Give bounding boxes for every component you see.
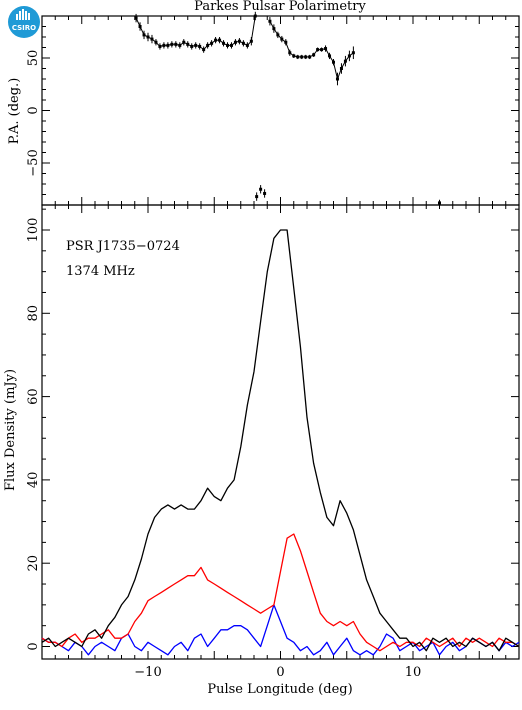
bottom-y-tick-label: 100: [26, 218, 41, 243]
total-intensity-line: [41, 229, 520, 652]
profile-lines: [41, 229, 520, 656]
pa-trace: [135, 15, 256, 51]
pa-point: [438, 201, 441, 205]
top-panel-frame: [41, 15, 520, 206]
x-tick-label: −10: [134, 665, 161, 680]
pa-point: [255, 195, 259, 199]
bottom-y-tick-label: 80: [26, 305, 41, 322]
tick-labels: −50 0 50 0 20 40 60 80 100 −10 0 10: [26, 50, 421, 680]
pa-point: [253, 14, 257, 18]
linear-polarization-line: [41, 533, 520, 652]
position-angle-points: [134, 11, 441, 207]
top-y-tick-label: 50: [26, 50, 41, 67]
tick-marks: [41, 16, 520, 659]
bottom-y-tick-label: 60: [26, 388, 41, 405]
pa-point: [134, 16, 138, 20]
x-tick-label: 0: [276, 665, 284, 680]
figure-title: Parkes Pulsar Polarimetry: [194, 0, 366, 14]
csiro-logo: CSIRO: [8, 6, 40, 38]
pulsar-name-annotation: PSR J1735−0724: [66, 239, 180, 254]
circular-polarization-line: [41, 604, 520, 656]
bottom-y-tick-label: 40: [26, 472, 41, 489]
pa-point: [268, 19, 272, 23]
csiro-logo-text: CSIRO: [12, 24, 36, 32]
bottom-y-axis-label: Flux Density (mJy): [3, 369, 18, 491]
pa-point: [263, 191, 267, 195]
pa-trace: [269, 21, 354, 81]
bottom-y-tick-label: 20: [26, 555, 41, 572]
bottom-y-tick-label: 0: [26, 642, 41, 650]
top-y-tick-label: −50: [26, 149, 41, 176]
x-tick-label: 10: [405, 665, 422, 680]
x-axis-label: Pulse Longitude (deg): [207, 682, 352, 697]
top-y-axis-label: P.A. (deg.): [7, 78, 22, 145]
frequency-annotation: 1374 MHz: [66, 264, 135, 279]
pa-point: [259, 187, 263, 191]
pa-point: [351, 51, 355, 55]
csiro-logo-bars: [16, 9, 30, 20]
top-y-tick-label: 0: [26, 106, 41, 114]
